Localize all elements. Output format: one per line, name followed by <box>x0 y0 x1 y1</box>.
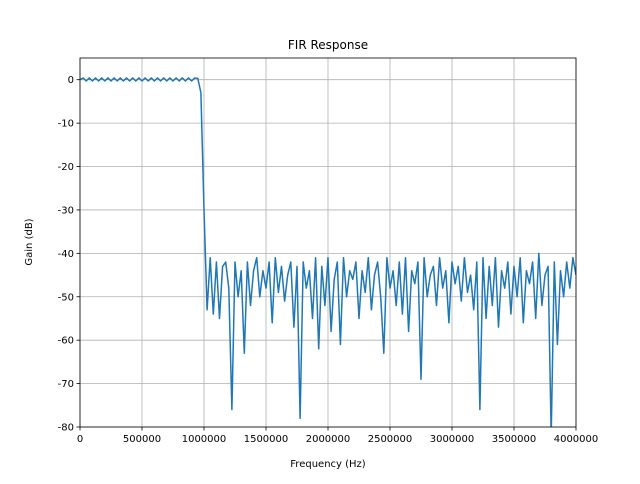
grid <box>79 58 577 428</box>
y-tick-label: 0 <box>68 75 74 86</box>
x-tick-label: 2000000 <box>306 434 351 445</box>
y-tick-label: -20 <box>58 162 74 173</box>
line-series <box>80 77 576 427</box>
x-tick-label: 0 <box>77 434 83 445</box>
y-tick-label: -70 <box>58 379 74 390</box>
y-tick-label: -50 <box>58 292 74 303</box>
x-tick-label: 3500000 <box>492 434 537 445</box>
y-axis-label: Gain (dB) <box>24 218 35 265</box>
x-axis-label: Frequency (Hz) <box>290 459 366 470</box>
x-tick-label: 1500000 <box>244 434 289 445</box>
y-tick-label: -80 <box>58 423 74 434</box>
y-tick-label: -40 <box>58 249 74 260</box>
x-tick-label: 1000000 <box>182 434 227 445</box>
y-tick-label: -60 <box>58 336 74 347</box>
x-tick-label: 3000000 <box>430 434 475 445</box>
y-tick-label: -30 <box>58 205 74 216</box>
plot-area <box>80 77 576 427</box>
chart-title: FIR Response <box>288 38 368 52</box>
x-tick-label: 4000000 <box>554 434 599 445</box>
x-tick-label: 500000 <box>123 434 161 445</box>
x-tick-label: 2500000 <box>368 434 413 445</box>
y-tick-label: -10 <box>58 119 74 130</box>
